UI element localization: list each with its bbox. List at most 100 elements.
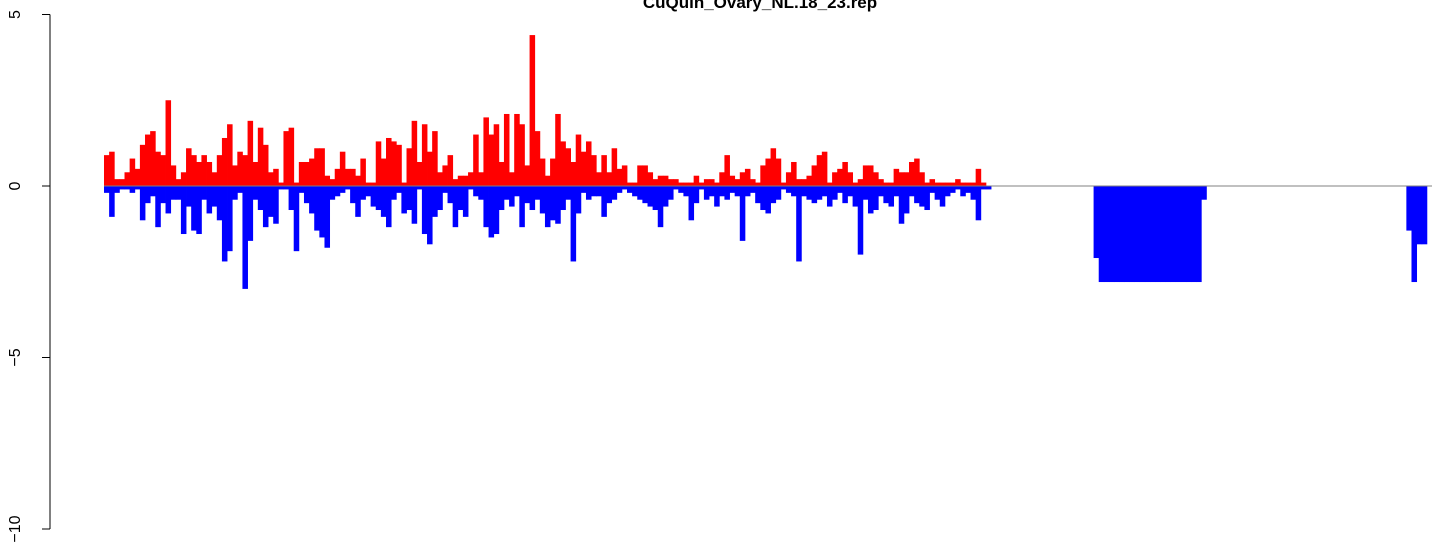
positive-bar-7	[139, 144, 146, 186]
positive-bar-110	[668, 179, 674, 186]
positive-bar-121	[724, 155, 730, 186]
positive-bar-84	[534, 131, 541, 186]
positive-bar-170	[975, 168, 982, 186]
negative-bar-59	[406, 186, 413, 211]
positive-bar-129	[765, 158, 771, 186]
negative-bar-143	[837, 186, 843, 193]
negative-bar-208	[1170, 186, 1177, 283]
positive-bar-35	[283, 131, 289, 186]
positive-bar-59	[406, 148, 413, 186]
positive-bar-156	[903, 172, 910, 186]
positive-bar-48	[350, 168, 356, 186]
negative-bar-20	[206, 186, 213, 214]
negative-bar-58	[401, 186, 407, 214]
positive-bar-162	[934, 182, 941, 186]
positive-bar-74	[483, 117, 489, 186]
negative-bar-210	[1180, 186, 1187, 283]
negative-bar-194	[1098, 186, 1105, 283]
bars-layer	[104, 35, 1428, 289]
negative-bar-123	[734, 186, 741, 197]
negative-bar-18	[196, 186, 202, 235]
negative-bar-41	[314, 186, 320, 231]
positive-bar-124	[739, 172, 746, 186]
positive-bar-20	[206, 161, 213, 186]
negative-bar-135	[796, 186, 802, 262]
negative-bar-54	[380, 186, 387, 217]
positive-bar-101	[621, 165, 628, 186]
negative-bar-171	[980, 186, 987, 190]
positive-bar-125	[744, 168, 751, 186]
negative-bar-203	[1144, 186, 1151, 283]
positive-bar-128	[760, 165, 766, 186]
negative-bar-113	[683, 186, 689, 197]
negative-bar-43	[324, 186, 331, 248]
negative-bar-70	[462, 186, 469, 217]
negative-bar-11	[160, 186, 166, 204]
negative-bar-214	[1201, 186, 1207, 200]
negative-bar-205	[1155, 186, 1161, 283]
negative-bar-92	[575, 186, 582, 214]
negative-bar-118	[709, 186, 715, 197]
positive-bar-106	[647, 172, 654, 186]
negative-bar-168	[965, 186, 971, 193]
negative-bar-75	[488, 186, 495, 238]
positive-bar-146	[852, 182, 859, 186]
positive-bar-14	[175, 179, 182, 186]
positive-bar-97	[601, 155, 607, 186]
positive-bar-105	[642, 165, 648, 186]
negative-bar-122	[729, 186, 736, 193]
positive-bar-57	[396, 144, 402, 186]
positive-bar-27	[242, 155, 248, 186]
y-tick-label: −5	[7, 348, 24, 366]
negative-bar-80	[514, 186, 520, 197]
negative-bar-109	[662, 186, 669, 207]
positive-bar-68	[452, 179, 459, 186]
negative-bar-91	[570, 186, 577, 262]
negative-bar-19	[201, 186, 207, 200]
positive-bar-98	[606, 172, 613, 186]
positive-bar-26	[237, 151, 243, 186]
positive-bar-145	[847, 172, 853, 186]
positive-bar-108	[657, 175, 664, 186]
negative-bar-116	[698, 186, 705, 190]
negative-bar-170	[975, 186, 982, 221]
negative-bar-100	[616, 186, 623, 193]
positive-bar-158	[914, 158, 920, 186]
negative-bar-0	[104, 186, 110, 193]
negative-bar-165	[950, 186, 956, 193]
positive-bar-65	[437, 172, 443, 186]
negative-bar-85	[539, 186, 546, 214]
positive-bar-23	[221, 137, 228, 186]
positive-bar-52	[370, 182, 377, 186]
negative-bar-35	[283, 186, 289, 190]
negative-bar-10	[155, 186, 161, 228]
negative-bar-139	[816, 186, 823, 200]
positive-bar-83	[529, 35, 536, 186]
negative-bar-12	[165, 186, 172, 214]
positive-bar-127	[755, 182, 761, 186]
negative-bar-26	[237, 186, 243, 193]
positive-bar-28	[247, 120, 254, 186]
positive-bar-50	[360, 158, 366, 186]
negative-bar-133	[785, 186, 792, 193]
positive-bar-143	[837, 168, 843, 186]
positive-bar-161	[929, 179, 936, 186]
positive-bar-96	[596, 172, 602, 186]
positive-bar-71	[468, 172, 474, 186]
negative-bar-151	[878, 186, 884, 197]
positive-bar-47	[344, 168, 351, 186]
negative-bar-55	[386, 186, 392, 228]
positive-bar-39	[303, 161, 310, 186]
negative-bar-5	[129, 186, 136, 193]
negative-bar-119	[714, 186, 720, 207]
negative-bar-39	[303, 186, 310, 204]
positive-bar-8	[145, 134, 151, 186]
positive-bar-115	[693, 175, 700, 186]
negative-bar-81	[519, 186, 525, 228]
negative-bar-110	[668, 186, 674, 200]
positive-bar-63	[427, 151, 433, 186]
positive-bar-165	[950, 182, 956, 186]
positive-bar-36	[288, 127, 295, 186]
negative-bar-25	[232, 186, 238, 200]
positive-bar-111	[673, 179, 679, 186]
